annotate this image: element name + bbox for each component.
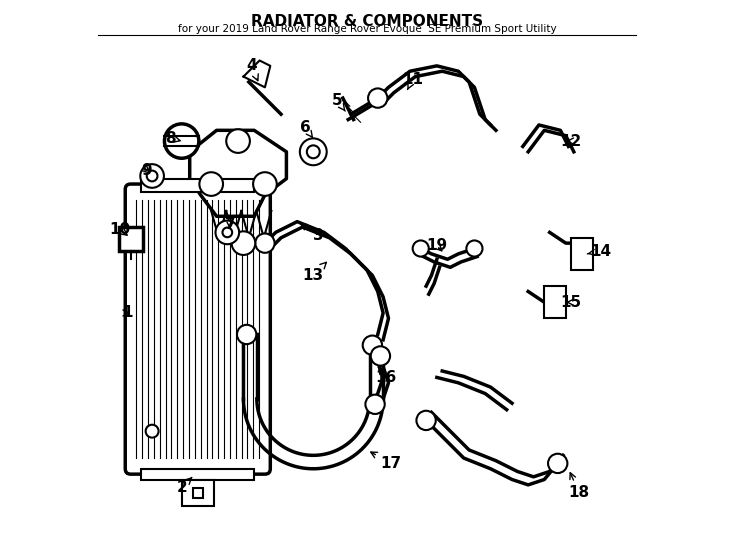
Bar [142, 469, 254, 480]
Text: for your 2019 Land Rover Range Rover Evoque  SE Premium Sport Utility: for your 2019 Land Rover Range Rover Evo… [178, 24, 556, 35]
Circle shape [368, 89, 388, 108]
Text: 2: 2 [176, 477, 192, 495]
Bar [119, 227, 143, 251]
Text: 19: 19 [426, 238, 448, 253]
Text: 3: 3 [301, 224, 324, 242]
Circle shape [164, 124, 199, 158]
Bar [571, 238, 592, 270]
Circle shape [237, 325, 256, 344]
Circle shape [366, 395, 385, 414]
Circle shape [255, 233, 275, 253]
Text: 17: 17 [371, 452, 401, 471]
Text: 16: 16 [375, 367, 396, 385]
Text: 14: 14 [587, 244, 611, 259]
Text: 13: 13 [302, 262, 327, 283]
Circle shape [200, 172, 223, 196]
Circle shape [253, 172, 277, 196]
Circle shape [466, 240, 482, 256]
Text: 6: 6 [300, 120, 313, 138]
Circle shape [145, 425, 159, 437]
Text: 1: 1 [123, 306, 133, 320]
Bar [142, 179, 254, 192]
FancyBboxPatch shape [126, 184, 270, 474]
Bar [545, 286, 566, 319]
Text: 12: 12 [561, 133, 582, 148]
Text: 11: 11 [402, 72, 424, 90]
Circle shape [140, 164, 164, 188]
Polygon shape [244, 60, 270, 87]
Text: 7: 7 [225, 217, 236, 232]
Circle shape [548, 454, 567, 473]
Text: 5: 5 [333, 93, 345, 111]
Circle shape [216, 220, 239, 244]
Text: RADIATOR & COMPONENTS: RADIATOR & COMPONENTS [251, 14, 483, 29]
Text: 9: 9 [142, 163, 152, 178]
Circle shape [232, 231, 255, 255]
Circle shape [226, 129, 250, 153]
Circle shape [371, 346, 390, 366]
Bar [181, 480, 214, 507]
Text: 8: 8 [166, 131, 180, 146]
Text: 10: 10 [109, 222, 131, 237]
Text: 18: 18 [569, 472, 589, 501]
Bar [193, 488, 203, 498]
Circle shape [147, 171, 158, 181]
Text: 15: 15 [561, 295, 582, 310]
Circle shape [307, 145, 320, 158]
Circle shape [222, 227, 232, 237]
Text: 4: 4 [246, 58, 258, 80]
Circle shape [363, 335, 382, 355]
Circle shape [413, 240, 429, 256]
Circle shape [300, 138, 327, 165]
Circle shape [416, 411, 436, 430]
